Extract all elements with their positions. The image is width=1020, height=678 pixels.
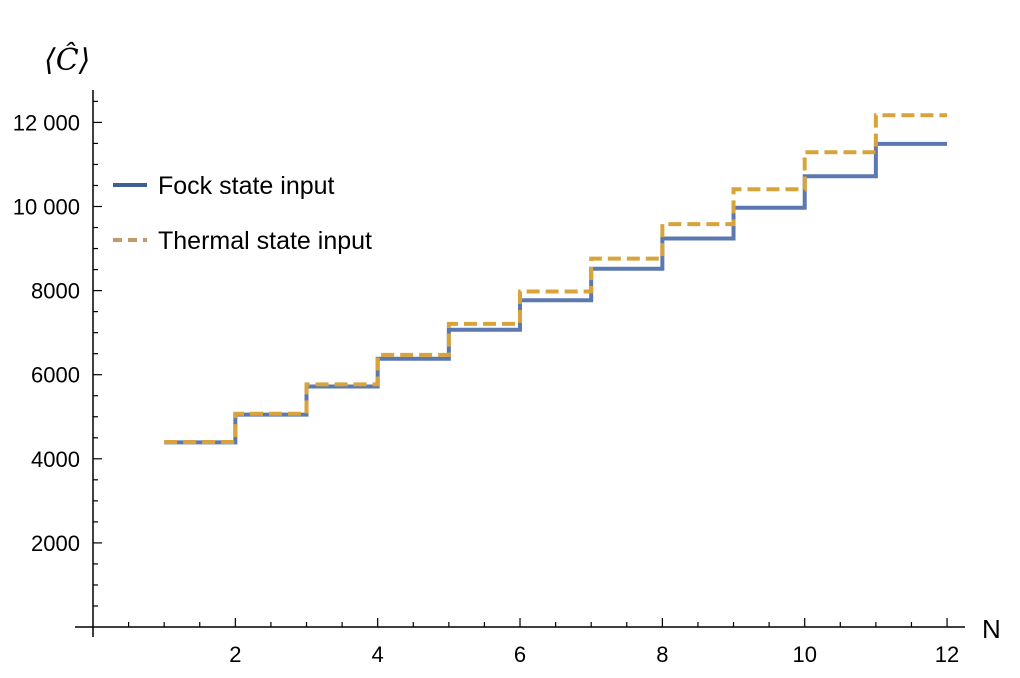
plot-area xyxy=(164,113,948,445)
x-tick-label: 6 xyxy=(514,642,526,667)
y-tick-label: 10 000 xyxy=(13,195,80,220)
legend-label-thermal: Thermal state input xyxy=(158,227,372,255)
x-tick-label: 4 xyxy=(372,642,384,667)
x-tick-label: 10 xyxy=(792,642,816,667)
axes: 2 4 6 8 10 12 2000 4000 6000 8000 10 000 12 000 N ⟨Ĉ⟩ xyxy=(13,42,1001,667)
x-axis-label: N xyxy=(982,614,1001,644)
y-tick-label: 2000 xyxy=(31,531,80,556)
x-tick-label: 8 xyxy=(656,642,668,667)
legend-label-fock: Fock state input xyxy=(158,172,335,200)
x-tick-label: 2 xyxy=(229,642,241,667)
y-tick-label: 6000 xyxy=(31,363,80,388)
y-axis-label: ⟨Ĉ⟩ xyxy=(44,42,90,78)
x-tick-label: 12 xyxy=(935,642,959,667)
y-tick-label: 8000 xyxy=(31,279,80,304)
legend: Fock state input Thermal state input xyxy=(113,172,372,255)
y-tick-label: 4000 xyxy=(31,447,80,472)
y-tick-label: 12 000 xyxy=(13,110,80,135)
thermal-series-line xyxy=(164,113,948,444)
